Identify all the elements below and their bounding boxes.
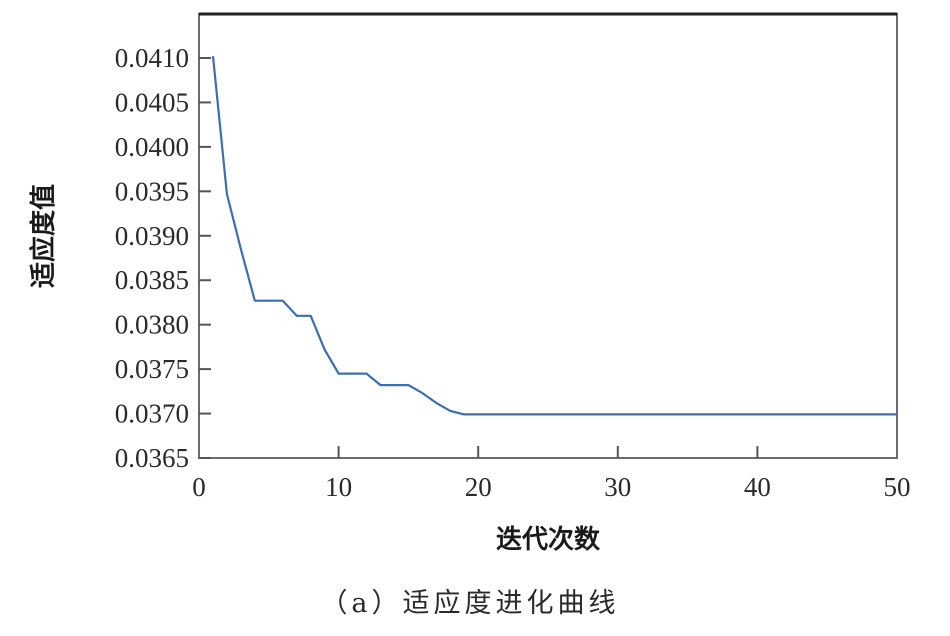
y-tick-label: 0.0400 bbox=[115, 132, 189, 162]
y-tick-label: 0.0370 bbox=[115, 399, 189, 429]
plot-frame bbox=[198, 12, 898, 459]
x-tick-label: 0 bbox=[192, 472, 206, 502]
y-tick-label: 0.0385 bbox=[115, 265, 189, 295]
y-tick-label: 0.0380 bbox=[115, 310, 189, 340]
x-tick-label: 10 bbox=[325, 472, 352, 502]
y-axis-title: 适应度值 bbox=[28, 184, 59, 288]
x-axis-ticks: 0 10 20 30 40 50 bbox=[192, 446, 911, 502]
fitness-curve-line bbox=[211, 56, 897, 416]
x-axis-title: 迭代次数 bbox=[496, 525, 601, 555]
x-tick-label: 20 bbox=[465, 472, 492, 502]
y-tick-label: 0.0395 bbox=[115, 176, 189, 206]
y-tick-label: 0.0365 bbox=[115, 443, 189, 473]
y-tick-label: 0.0410 bbox=[115, 43, 189, 73]
y-tick-label: 0.0375 bbox=[115, 354, 189, 384]
y-axis-ticks: 0.0365 0.0370 0.0375 0.0380 0.0385 0.0390 0.03… bbox=[115, 43, 211, 473]
x-tick-label: 40 bbox=[744, 472, 771, 502]
x-tick-label: 30 bbox=[604, 472, 631, 502]
figure-caption: （a）适应度进化曲线 bbox=[320, 588, 619, 619]
y-tick-label: 0.0405 bbox=[115, 87, 189, 117]
y-tick-label: 0.0390 bbox=[115, 221, 189, 251]
x-tick-label: 50 bbox=[884, 472, 911, 502]
